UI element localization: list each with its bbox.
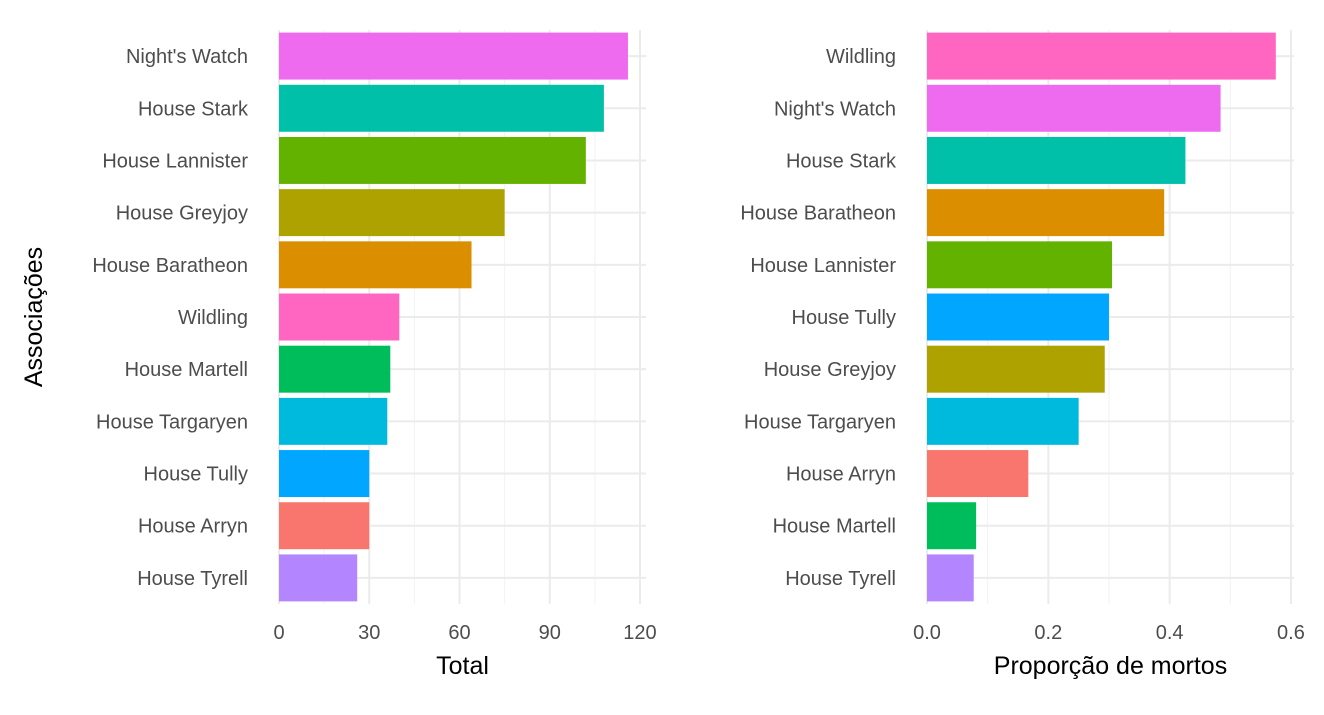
left-bar — [279, 397, 388, 445]
left-category-label: Wildling — [178, 307, 248, 329]
right-category-label: House Stark — [786, 150, 897, 172]
right-bar — [927, 345, 1105, 393]
right-category-label: House Baratheon — [740, 203, 896, 225]
right-x-tick-label: 0.0 — [913, 622, 941, 644]
right-bar — [927, 84, 1221, 132]
right-bar — [927, 502, 977, 550]
right-bar — [927, 293, 1109, 341]
left-bar — [279, 84, 604, 132]
right-category-label: Wildling — [826, 46, 896, 68]
right-bar — [927, 241, 1113, 289]
left-category-label: House Baratheon — [92, 255, 248, 277]
right-x-tick-label: 0.6 — [1277, 622, 1305, 644]
left-category-label: House Greyjoy — [116, 203, 248, 225]
left-y-axis-title: Associações — [20, 247, 48, 387]
right-x-axis-title: Proporção de mortos — [994, 652, 1227, 680]
left-category-label: House Arryn — [138, 516, 248, 538]
left-category-label: House Stark — [138, 98, 249, 120]
left-x-axis-title: Total — [436, 652, 489, 680]
left-category-label: House Tully — [144, 464, 249, 486]
left-bar — [279, 136, 586, 184]
right-category-label: House Greyjoy — [764, 359, 896, 381]
left-category-label: House Martell — [125, 359, 248, 381]
left-category-label: House Lannister — [102, 150, 248, 172]
right-category-label: House Martell — [773, 516, 896, 538]
right-x-tick-label: 0.2 — [1034, 622, 1062, 644]
left-x-tick-label: 0 — [273, 622, 284, 644]
right-category-label: House Tyrell — [785, 568, 896, 590]
left-x-tick-label: 120 — [623, 622, 656, 644]
left-bar — [279, 241, 472, 289]
right-category-label: House Lannister — [750, 255, 896, 277]
right-bar — [927, 32, 1276, 80]
right-x-tick-label: 0.4 — [1156, 622, 1184, 644]
right-bar — [927, 450, 1029, 498]
left-bar — [279, 554, 358, 602]
right-category-label: House Targaryen — [744, 411, 896, 433]
right-bar — [927, 136, 1186, 184]
right-category-label: Night's Watch — [774, 98, 896, 120]
left-category-label: House Tyrell — [137, 568, 248, 590]
left-x-tick-label: 90 — [539, 622, 561, 644]
left-bar — [279, 189, 505, 237]
left-bar — [279, 502, 370, 550]
left-x-tick-label: 60 — [448, 622, 470, 644]
left-bar — [279, 345, 391, 393]
right-bar — [927, 554, 974, 602]
left-x-tick-label: 30 — [358, 622, 380, 644]
right-bar — [927, 189, 1165, 237]
right-category-label: House Arryn — [786, 464, 896, 486]
right-bar — [927, 397, 1079, 445]
left-category-label: Night's Watch — [126, 46, 248, 68]
left-bar — [279, 32, 628, 80]
right-category-label: House Tully — [792, 307, 897, 329]
left-category-label: House Targaryen — [96, 411, 248, 433]
left-bar — [279, 293, 400, 341]
left-bar — [279, 450, 370, 498]
